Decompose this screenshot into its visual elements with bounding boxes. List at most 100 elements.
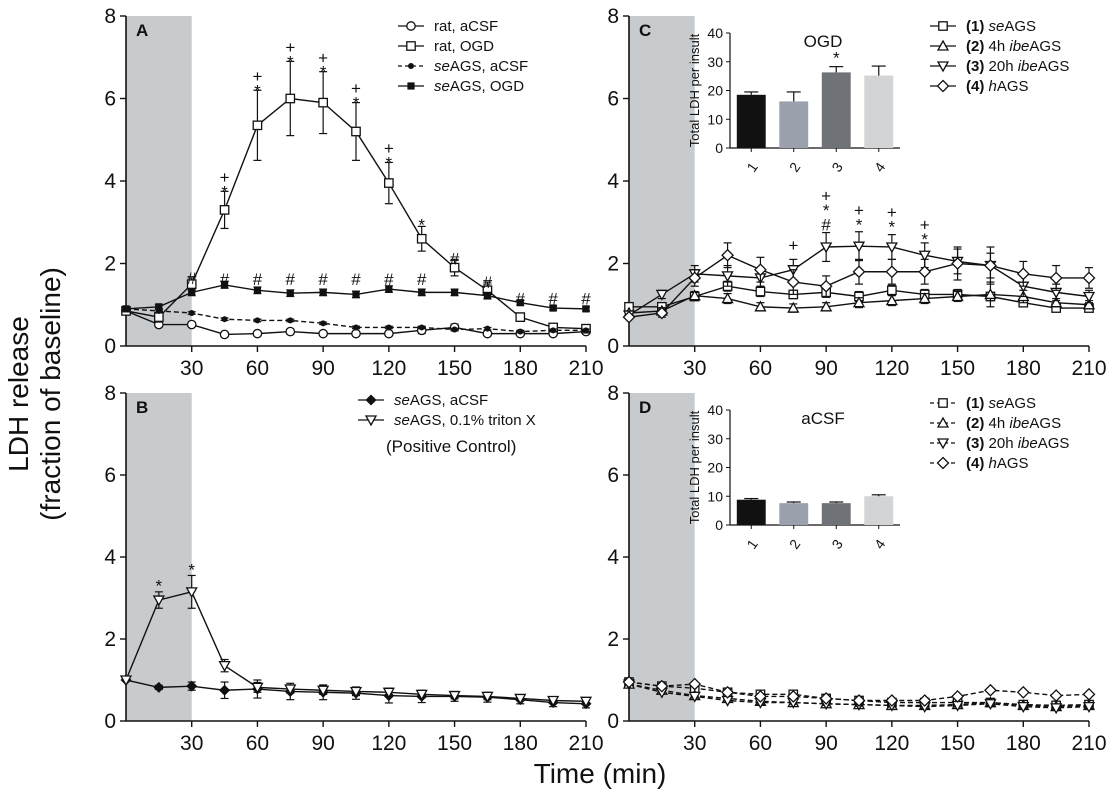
legend-label-part: rat, aCSF <box>434 18 498 35</box>
data-point <box>517 328 524 335</box>
data-point <box>186 680 198 692</box>
legend-entry: (4) hAGS <box>930 455 1029 472</box>
data-point <box>287 317 294 324</box>
data-point <box>721 271 734 283</box>
data-point <box>786 689 800 703</box>
series-line <box>628 681 1090 702</box>
significance-marker: # <box>220 270 230 289</box>
inset-y-tick-label: 0 <box>715 140 723 156</box>
data-point <box>119 675 133 687</box>
data-point <box>852 241 866 253</box>
legend-entry: (2) 4h ibeAGS <box>930 415 1061 432</box>
inset-y-tick-label: 40 <box>707 402 723 418</box>
data-point <box>755 286 766 297</box>
legend-label-part: ibe <box>1018 435 1038 452</box>
y-tick-label: 8 <box>104 5 116 28</box>
significance-marker: * <box>353 94 360 113</box>
data-point <box>1017 702 1030 713</box>
inset-y-tick-label: 20 <box>707 460 723 476</box>
legend-entry: rat, OGD <box>398 38 494 55</box>
panel-letter: B <box>136 398 148 417</box>
data-point <box>655 306 669 320</box>
significance-marker: * <box>156 577 163 596</box>
y-tick-label: 6 <box>104 464 116 487</box>
significance-marker: # <box>253 270 263 289</box>
inset-x-tick-label: 4 <box>871 159 889 175</box>
y-axis-title-line1: LDH release <box>3 316 34 472</box>
x-tick-label: 30 <box>683 357 706 380</box>
data-point <box>384 178 394 188</box>
data-point <box>984 259 997 272</box>
legend-label-part: ibe <box>1018 58 1038 75</box>
data-point <box>186 279 197 289</box>
data-point <box>885 265 899 279</box>
data-point <box>1016 685 1030 699</box>
y-tick-label: 2 <box>607 628 619 651</box>
data-point <box>547 695 560 707</box>
data-point <box>450 288 459 296</box>
legend-label-part: AGS, aCSF <box>410 392 488 409</box>
legend-label-part: se <box>394 412 410 429</box>
x-tick-label: 180 <box>1006 357 1041 380</box>
series-line <box>628 683 1090 708</box>
legend-entry: seAGS, aCSF <box>358 392 488 409</box>
inset-y-tick-label: 40 <box>707 25 723 41</box>
legend-label-0: rat, aCSF <box>434 18 498 35</box>
legend-label-part: 20h <box>984 58 1017 75</box>
legend-label-part: 4h <box>984 415 1009 432</box>
legend-marker <box>938 398 948 408</box>
legend-label-part: AGS, aCSF <box>450 58 528 75</box>
legend-marker <box>936 39 950 51</box>
legend-entry: (2) 4h ibeAGS <box>930 38 1061 55</box>
data-point <box>318 328 328 339</box>
data-point <box>852 694 866 707</box>
data-point <box>622 675 636 689</box>
significance-marker: # <box>516 290 526 309</box>
legend-label-3: (4) hAGS <box>966 78 1029 95</box>
legend-label-part: rat, OGD <box>434 38 494 55</box>
legend-label-part: (2) <box>966 415 984 432</box>
legend-label-part: AGS <box>997 78 1029 95</box>
x-tick-label: 150 <box>940 732 975 755</box>
data-point <box>418 288 426 296</box>
data-point <box>918 265 932 279</box>
significance-marker: * <box>221 182 228 201</box>
significance-marker: # <box>821 215 831 234</box>
data-point <box>820 300 833 312</box>
legend-label-part: AGS <box>1038 435 1070 452</box>
data-point <box>152 595 165 607</box>
data-point <box>885 694 899 707</box>
data-point <box>252 120 263 131</box>
significance-marker: # <box>450 250 460 269</box>
data-point <box>317 685 330 697</box>
data-point <box>951 257 964 270</box>
x-tick-label: 30 <box>180 732 203 755</box>
x-axis-title: Time (min) <box>534 758 667 789</box>
series-3 <box>122 281 590 313</box>
data-point <box>721 248 734 262</box>
legend-label-part: AGS <box>1038 58 1070 75</box>
legend-marker <box>938 21 948 31</box>
significance-marker: # <box>384 270 394 289</box>
data-point <box>514 693 527 705</box>
x-tick-label: 90 <box>311 357 334 380</box>
x-tick-label: 30 <box>683 732 706 755</box>
legend-label-part: 20h <box>984 435 1017 452</box>
data-point <box>550 327 557 334</box>
x-tick-label: 150 <box>437 732 472 755</box>
data-point <box>285 93 296 104</box>
data-point <box>484 325 491 332</box>
significance-marker: + <box>887 203 897 222</box>
x-tick-label: 150 <box>437 357 472 380</box>
data-point <box>951 290 964 302</box>
significance-marker: # <box>548 290 558 309</box>
legend-entry: (1) seAGS <box>930 395 1036 412</box>
data-point <box>286 289 294 297</box>
y-tick-label: 0 <box>104 710 116 733</box>
data-point <box>449 262 460 273</box>
data-point <box>415 689 428 701</box>
x-tick-label: 210 <box>1071 357 1106 380</box>
data-point <box>582 305 590 313</box>
shaded-interval <box>126 16 192 346</box>
